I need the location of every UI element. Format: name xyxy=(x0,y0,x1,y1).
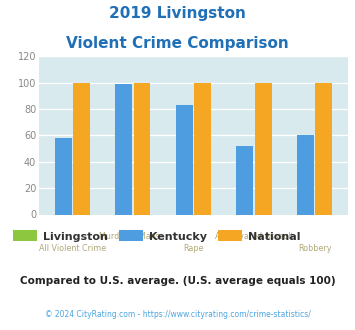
Text: All Violent Crime: All Violent Crime xyxy=(39,244,106,252)
Bar xyxy=(115,84,132,214)
Bar xyxy=(133,82,151,214)
Bar xyxy=(194,82,211,214)
Bar xyxy=(255,82,272,214)
Bar xyxy=(176,105,193,214)
Bar xyxy=(55,138,72,214)
Text: Robbery: Robbery xyxy=(298,244,331,252)
Bar xyxy=(236,146,253,214)
Bar xyxy=(73,82,90,214)
Text: 2019 Livingston: 2019 Livingston xyxy=(109,6,246,21)
Legend: Livingston, Kentucky, National: Livingston, Kentucky, National xyxy=(13,230,300,242)
Bar xyxy=(315,82,332,214)
Text: Murder & Mans...: Murder & Mans... xyxy=(99,232,167,241)
Text: Rape: Rape xyxy=(183,244,204,252)
Bar xyxy=(297,135,314,214)
Text: Compared to U.S. average. (U.S. average equals 100): Compared to U.S. average. (U.S. average … xyxy=(20,276,335,286)
Text: © 2024 CityRating.com - https://www.cityrating.com/crime-statistics/: © 2024 CityRating.com - https://www.city… xyxy=(45,310,310,319)
Text: Violent Crime Comparison: Violent Crime Comparison xyxy=(66,36,289,51)
Text: Aggravated Assault: Aggravated Assault xyxy=(215,232,294,241)
